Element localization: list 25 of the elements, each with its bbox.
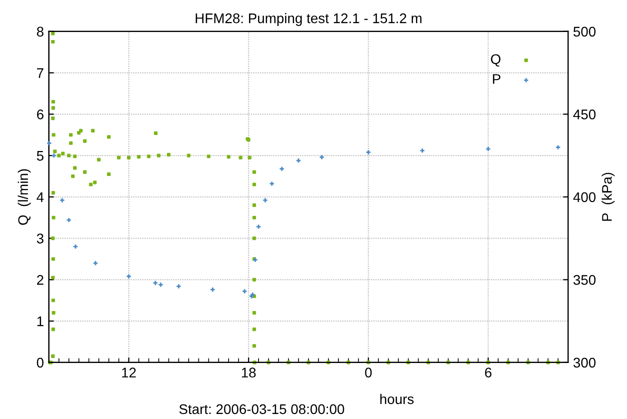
y2-tick-label: 450	[573, 110, 596, 120]
y2-tick-label: 350	[573, 275, 596, 285]
y-tick-label: 4	[36, 192, 44, 202]
y-tick-label: 8	[36, 26, 44, 37]
y-tick-label: 0	[36, 358, 44, 368]
legend-label: Q	[490, 54, 500, 67]
x-tick-label: 18	[242, 368, 256, 378]
x-tick-label: 0	[365, 368, 372, 378]
y-tick-label: 5	[36, 151, 44, 161]
y-tick-label: 2	[37, 275, 44, 285]
chart-title: HFM28: Pumping test 12.1 - 151.2 m	[196, 13, 422, 26]
y2-axis-title: P (kPa)	[602, 172, 615, 221]
y-tick-label: 6	[37, 110, 44, 120]
y2-tick-label: 300	[573, 358, 596, 368]
y-tick-label: 3	[36, 234, 44, 244]
text: Start: 2006-03-15 08:00:00	[179, 404, 344, 414]
y-tick-label: 7	[37, 68, 44, 78]
x-axis-title: hours	[380, 394, 414, 404]
legend-label: P	[492, 74, 500, 84]
x-tick-label: 6	[485, 368, 492, 378]
y2-tick-label: 500	[573, 26, 596, 37]
y-tick-label: 1	[37, 316, 44, 326]
y2-tick-label: 400	[573, 192, 596, 202]
y-axis-title: Q (l/min)	[18, 169, 31, 225]
x-tick-label: 12	[122, 368, 136, 378]
